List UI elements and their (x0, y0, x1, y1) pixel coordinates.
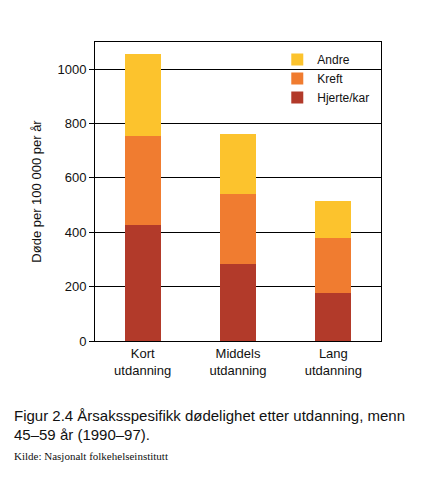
svg-text:Hjerte/kar: Hjerte/kar (317, 91, 369, 105)
svg-text:0: 0 (79, 334, 86, 349)
svg-text:Langutdanning: Langutdanning (305, 346, 362, 378)
html-text:Figur 2.4 Årsaksspesifikk døde: Figur 2.4 Årsaksspesifikk dødelighet ett… (14, 407, 405, 443)
html-text:Kilde: Nasjonalt folkehelseins: Kilde: Nasjonalt folkehelseinstitutt (14, 450, 168, 462)
svg-text:400: 400 (65, 225, 87, 240)
svg-text:Andre: Andre (317, 53, 349, 67)
svg-text:800: 800 (65, 116, 87, 131)
svg-text:600: 600 (65, 170, 87, 185)
svg-text:1000: 1000 (57, 62, 86, 77)
svg-text:Kortutdanning: Kortutdanning (114, 346, 171, 378)
svg-text:200: 200 (65, 279, 87, 294)
svg-text:Kreft: Kreft (317, 72, 343, 86)
svg-text:Middelsutdanning: Middelsutdanning (209, 346, 266, 378)
svg-text:Døde per 100 000 per år: Døde per 100 000 per år (29, 120, 44, 263)
